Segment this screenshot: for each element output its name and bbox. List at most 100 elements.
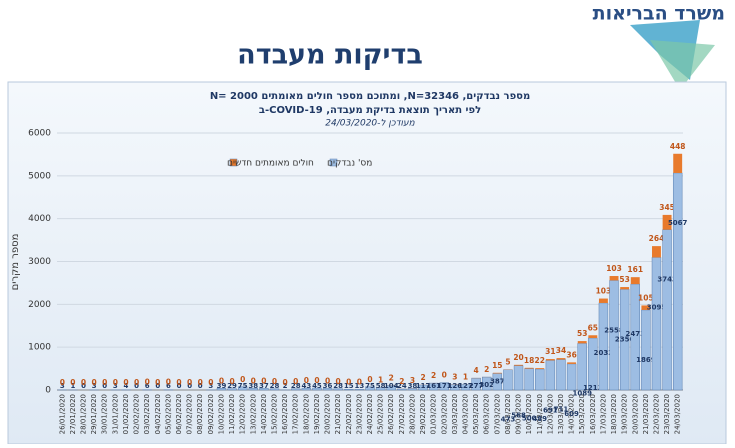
data-label: 15 [492, 361, 502, 370]
data-label: 2 [399, 377, 404, 386]
x-tick-label: 24/02/2020 [366, 394, 374, 434]
data-label: 0 [102, 378, 107, 387]
x-tick-label: 03/03/2020 [451, 394, 459, 434]
x-tick-label: 06/03/2020 [483, 394, 491, 434]
data-label: 0 [166, 378, 171, 387]
bar-segment [578, 341, 587, 343]
x-tick-label: 06/02/2020 [175, 394, 183, 434]
y-axis-label: מספר מקרים [10, 234, 21, 291]
data-label: 2 [484, 365, 489, 374]
bar-segment [514, 366, 523, 390]
x-tick-label: 27/02/2020 [398, 394, 406, 434]
data-label: 0 [293, 377, 298, 386]
legend-label: חולים מאומתים חדשים [227, 159, 314, 169]
x-tick-label: 15/02/2020 [271, 394, 279, 434]
bar-segment [546, 360, 555, 390]
data-label: 448 [670, 142, 686, 151]
x-tick-label: 08/02/2020 [196, 394, 204, 434]
data-label: 31 [545, 347, 555, 356]
x-tick-label: 13/02/2020 [249, 394, 257, 434]
bar-segment [631, 277, 640, 284]
x-tick-label: 20/02/2020 [324, 394, 332, 434]
slide-title: בדיקות מעבדה [237, 40, 423, 71]
y-tick-label: 0 [45, 386, 51, 396]
x-tick-label: 19/03/2020 [621, 394, 629, 434]
x-tick-label: 10/02/2020 [217, 394, 225, 434]
x-tick-label: 18/02/2020 [302, 394, 310, 434]
x-tick-label: 29/02/2020 [419, 394, 427, 434]
chart-note: מעודכן ל-24/03/2020 [325, 119, 415, 129]
x-tick-label: 03/02/2020 [143, 394, 151, 434]
x-tick-label: 21/03/2020 [642, 394, 650, 434]
logo-text: משרד הבריאות [593, 3, 725, 25]
x-tick-label: 11/02/2020 [228, 394, 236, 434]
data-label: 0 [240, 375, 245, 384]
x-tick-label: 26/01/2020 [58, 394, 66, 434]
y-tick-label: 4000 [28, 214, 51, 224]
bar-segment [557, 358, 566, 359]
bar-segment [525, 368, 534, 369]
x-tick-label: 12/02/2020 [239, 394, 247, 434]
bar-segment [673, 173, 682, 390]
data-label: 0 [81, 378, 86, 387]
x-tick-label: 22/02/2020 [345, 394, 353, 434]
x-tick-label: 04/03/2020 [461, 394, 469, 434]
chart-subtitle: לפי תאריך תוצאת בדיקת מעבדה, COVID-19-ב [259, 105, 481, 116]
x-tick-label: 01/03/2020 [430, 394, 438, 434]
bar-segment [588, 335, 597, 338]
bar-segment [567, 364, 576, 390]
data-label: 22 [535, 356, 545, 365]
x-tick-label: 17/03/2020 [599, 394, 607, 434]
data-label: 264 [649, 234, 665, 243]
data-label: 0 [208, 378, 213, 387]
bar-segment [673, 154, 682, 173]
data-label: 0 [198, 378, 203, 387]
bar-segment [525, 369, 534, 390]
x-tick-label: 23/03/2020 [663, 394, 671, 434]
data-label: 3 [452, 372, 457, 381]
x-tick-label: 07/03/2020 [493, 394, 501, 434]
x-tick-label: 31/01/2020 [111, 394, 119, 434]
x-tick-label: 14/02/2020 [260, 394, 268, 434]
data-label: 387 [490, 377, 505, 385]
data-label: 0 [272, 377, 277, 386]
x-tick-label: 29/01/2020 [90, 394, 98, 434]
data-label: 0 [92, 378, 97, 387]
data-label: 0 [145, 378, 150, 387]
data-label: 0 [134, 378, 139, 387]
x-tick-label: 02/03/2020 [440, 394, 448, 434]
data-label: 5 [505, 358, 510, 367]
data-label: 0 [283, 378, 288, 387]
data-label: 2 [431, 371, 436, 380]
bar-segment [641, 310, 650, 390]
bar-segment [599, 303, 608, 390]
x-tick-label: 04/02/2020 [154, 394, 162, 434]
x-tick-label: 21/02/2020 [334, 394, 342, 434]
data-label: 105 [638, 293, 654, 302]
bar-segment [588, 338, 597, 390]
data-label: 0 [261, 376, 266, 385]
x-tick-label: 28/02/2020 [408, 394, 416, 434]
x-tick-label: 23/02/2020 [355, 394, 363, 434]
data-label: 36 [566, 350, 576, 359]
y-tick-label: 6000 [28, 129, 51, 139]
data-label: 0 [219, 376, 224, 385]
x-tick-label: 16/03/2020 [589, 394, 597, 434]
data-label: 65 [588, 323, 598, 332]
data-label: 0 [70, 378, 75, 387]
data-label: 103 [606, 264, 622, 273]
bar-segment [493, 373, 502, 374]
bar-segment [557, 360, 566, 390]
data-label: 53 [577, 329, 587, 338]
x-tick-label: 09/02/2020 [207, 394, 215, 434]
legend-label: מס' נבדקים [327, 159, 372, 169]
data-label: 0 [60, 378, 65, 387]
data-label: 0 [325, 376, 330, 385]
x-tick-label: 18/03/2020 [610, 394, 618, 434]
data-label: 18 [524, 356, 534, 365]
data-label: 0 [123, 378, 128, 387]
data-label: 1 [463, 373, 468, 382]
x-tick-label: 15/03/2020 [578, 394, 586, 434]
data-label: 345 [659, 203, 675, 212]
bar-segment [652, 246, 661, 257]
